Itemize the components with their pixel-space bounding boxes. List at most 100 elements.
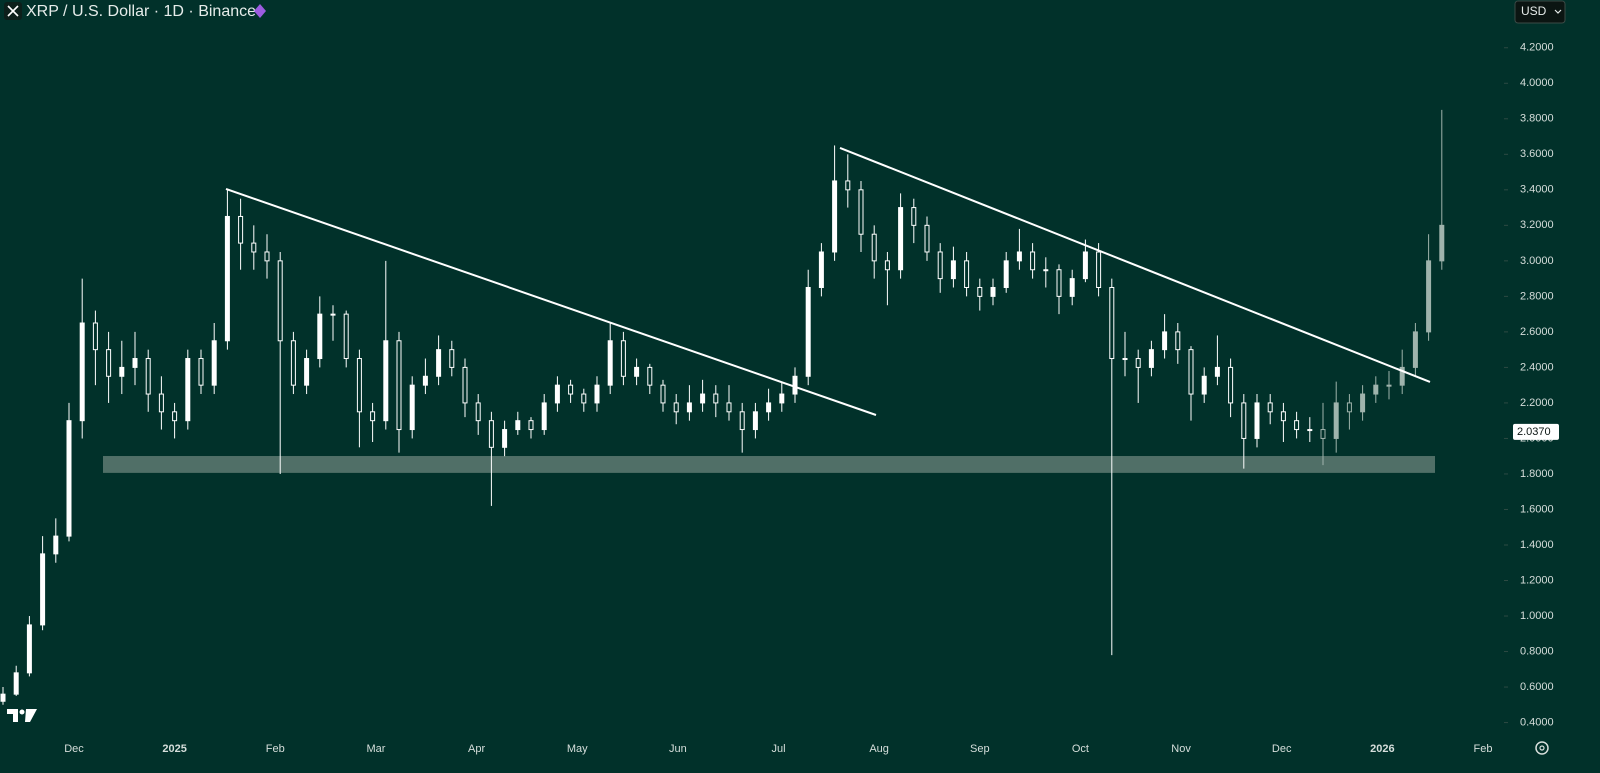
candle-body: [977, 286, 983, 297]
candle-body: [515, 420, 521, 431]
candle-body: [766, 402, 772, 413]
candle-body: [409, 384, 415, 431]
y-tick-label: 1.4000: [1520, 539, 1554, 551]
candle-body: [898, 207, 904, 271]
candle-body: [884, 260, 890, 271]
indicator-icon: [254, 4, 266, 18]
candle-body: [92, 322, 98, 351]
last-price-box: [1513, 423, 1559, 440]
candle-body: [1254, 402, 1260, 439]
x-tick-label: Jun: [669, 743, 687, 755]
candle-body: [950, 260, 956, 280]
y-tick-label: 3.0000: [1520, 255, 1554, 267]
candle-body: [581, 393, 587, 404]
candle-body: [1360, 393, 1366, 413]
y-tick-label: 4.0000: [1520, 77, 1554, 89]
candle-body: [53, 535, 59, 555]
y-tick-label: 1.0000: [1520, 610, 1554, 622]
x-tick-label: 2025: [162, 743, 186, 755]
candle-body: [66, 420, 72, 537]
support-zone: [103, 456, 1435, 473]
candle-body: [568, 384, 574, 395]
x-tick-label: Feb: [266, 743, 285, 755]
candle-body: [634, 366, 640, 377]
candle-body: [1399, 366, 1405, 386]
x-tick-label: Mar: [366, 743, 385, 755]
candle-body: [1096, 251, 1102, 288]
candle-body: [383, 340, 389, 422]
candle-body: [805, 286, 811, 377]
candle-body: [304, 358, 310, 386]
currency-button[interactable]: USD: [1514, 0, 1566, 24]
symbol-title: XRP / U.S. Dollar · 1D · Binance: [26, 3, 256, 20]
x-tick-label: May: [567, 743, 588, 755]
candle-body: [1333, 402, 1339, 439]
candle-body: [1386, 384, 1392, 387]
candle-series: [1320, 109, 1445, 466]
candle-body: [726, 402, 732, 413]
candle-body: [1280, 411, 1286, 422]
candle-body: [990, 286, 996, 297]
y-tick-label: 1.6000: [1520, 503, 1554, 515]
x-tick-label: Dec: [64, 743, 84, 755]
close-button[interactable]: [4, 2, 22, 20]
candle-body: [1188, 349, 1194, 395]
candle-body: [1056, 269, 1062, 297]
y-tick-label: 0.8000: [1520, 645, 1554, 657]
candle-body: [422, 375, 428, 386]
candle-body: [713, 393, 719, 404]
settings-icon[interactable]: [1535, 741, 1549, 755]
candle-body: [40, 553, 46, 626]
candle-body: [1043, 269, 1049, 272]
candle-body: [739, 411, 745, 431]
candle-body: [541, 402, 547, 431]
candle-body: [119, 366, 125, 377]
candle-body: [660, 384, 666, 404]
y-tick-label: 0.6000: [1520, 681, 1554, 693]
candle-body: [449, 349, 455, 368]
x-tick-label: Sep: [970, 743, 990, 755]
y-tick-label: 2.8000: [1520, 290, 1554, 302]
candle-body: [1307, 429, 1313, 432]
x-tick-label: Jul: [771, 743, 785, 755]
candle-body: [620, 340, 626, 377]
y-tick-label: 2.4000: [1520, 361, 1554, 373]
candle-body: [106, 349, 112, 377]
last-price-label: 2.0370: [1517, 426, 1551, 438]
trendline: [225, 187, 877, 416]
candle-body: [1069, 278, 1075, 297]
candle-body: [673, 402, 679, 413]
y-tick-label: 4.2000: [1520, 42, 1554, 54]
candle-body: [647, 366, 653, 386]
candle-body: [818, 251, 824, 288]
candle-body: [924, 224, 930, 253]
candle-body: [911, 207, 917, 226]
candle-body: [1082, 251, 1088, 280]
candle-body: [792, 375, 798, 395]
candle-body: [251, 242, 257, 253]
x-tick-label: Oct: [1072, 743, 1089, 755]
candle-body: [462, 366, 468, 404]
x-tick-label: Apr: [468, 743, 485, 755]
y-tick-label: 3.4000: [1520, 184, 1554, 196]
candle-body: [317, 313, 323, 360]
y-tick-label: 3.2000: [1520, 219, 1554, 231]
candle-body: [488, 420, 494, 448]
candle-body: [1320, 429, 1326, 439]
y-tick-label: 3.8000: [1520, 113, 1554, 125]
candle-body: [290, 340, 296, 386]
candle-body: [145, 358, 151, 395]
candle-body: [26, 624, 32, 674]
candle-body: [343, 313, 349, 360]
candle-body: [1175, 331, 1181, 351]
candle-body: [502, 429, 508, 448]
x-tick-label: Nov: [1171, 743, 1191, 755]
y-tick-label: 1.2000: [1520, 574, 1554, 586]
currency-label[interactable]: USD: [1521, 4, 1547, 18]
candle-body: [158, 393, 164, 413]
candle-body: [238, 215, 244, 244]
candle-body: [937, 251, 943, 280]
candle-body: [1201, 375, 1207, 395]
